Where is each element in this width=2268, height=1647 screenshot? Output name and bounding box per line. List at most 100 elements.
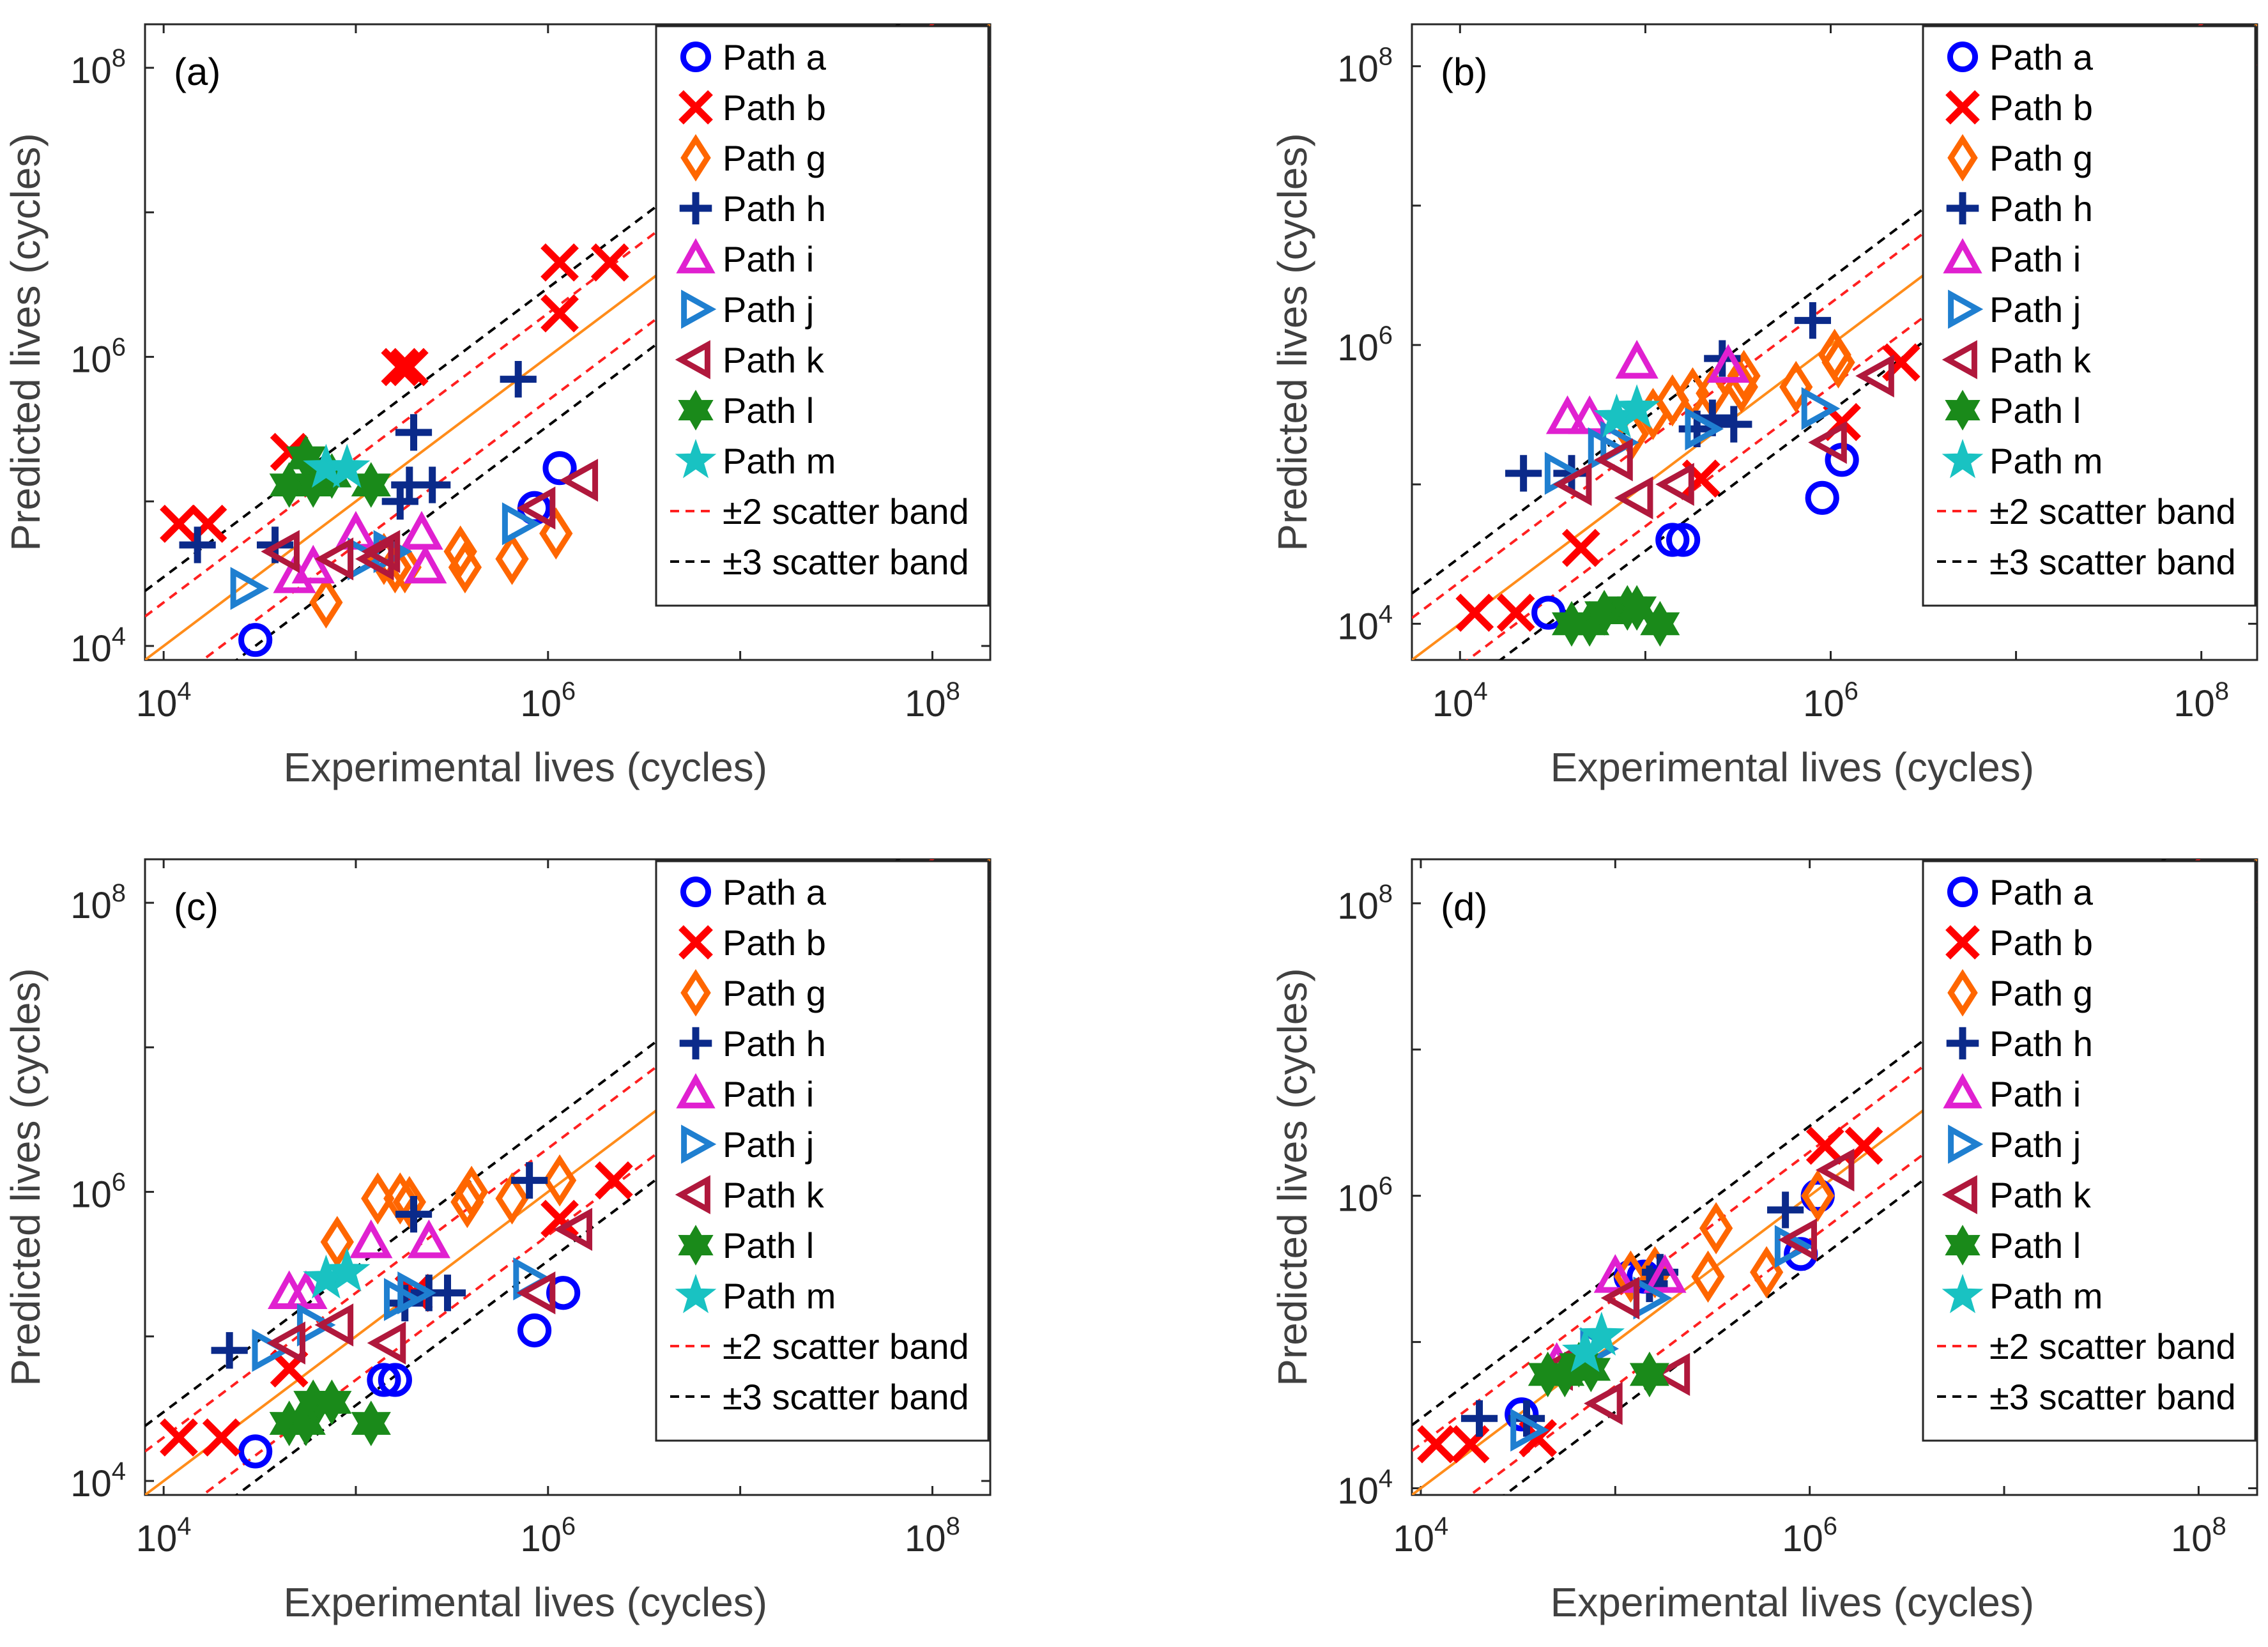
tick-exponent: 4 xyxy=(1379,600,1393,628)
data-point-path-b xyxy=(1805,1126,1844,1165)
y-tick-label: 106 xyxy=(70,1168,126,1216)
tick-base: 10 xyxy=(70,1174,112,1216)
tick-exponent: 4 xyxy=(1434,1512,1448,1540)
data-point-path-k xyxy=(1808,420,1847,464)
panel-label: (d) xyxy=(1441,885,1487,928)
tick-base: 10 xyxy=(2173,683,2215,724)
y-axis-label: Predicted lives (cycles) xyxy=(1269,133,1315,551)
data-point-path-g xyxy=(1821,336,1855,389)
data-point-path-g xyxy=(320,1216,354,1268)
data-point-path-h xyxy=(414,466,451,503)
data-point-path-k xyxy=(559,459,599,502)
data-point-path-g xyxy=(495,1172,529,1225)
legend-marker-path-j xyxy=(681,1124,717,1164)
y-tick-label: 104 xyxy=(70,1457,126,1505)
legend-marker-path-h xyxy=(1946,192,1979,225)
data-point-path-h xyxy=(1715,406,1752,443)
legend-label-path-a: Path a xyxy=(1989,37,2094,77)
legend-box xyxy=(655,860,990,1442)
y-axis-label: Predicted lives (cycles) xyxy=(3,968,49,1386)
legend-label-band-3: ±3 scatter band xyxy=(723,542,969,582)
data-point-path-k xyxy=(314,1303,354,1347)
data-point-path-h xyxy=(179,526,216,563)
data-point-path-k xyxy=(516,486,556,530)
data-point-path-i xyxy=(407,1219,450,1259)
legend-label-path-j: Path j xyxy=(723,1124,814,1165)
data-point-path-k xyxy=(261,530,300,573)
data-point-path-k xyxy=(1651,1352,1690,1397)
x-tick-label: 104 xyxy=(136,677,192,724)
legend-marker-path-m xyxy=(1942,1274,1984,1314)
data-point-path-b xyxy=(160,504,198,543)
data-points xyxy=(1455,302,1920,647)
x-tick-label: 108 xyxy=(905,1512,960,1559)
data-point-path-g xyxy=(542,1154,577,1207)
data-point-path-b xyxy=(540,294,579,333)
x-tick-label: 106 xyxy=(1782,1512,1837,1559)
y-tick-label: 104 xyxy=(1337,600,1393,647)
data-point-path-g xyxy=(1727,349,1761,402)
legend-marker-path-b xyxy=(1945,90,1980,125)
data-point-path-i xyxy=(1615,340,1659,379)
legend-label-path-b: Path b xyxy=(723,88,826,128)
legend-label-path-g: Path g xyxy=(1989,138,2093,178)
legend-marker-path-h xyxy=(679,1027,712,1060)
x-axis-label: Experimental lives (cycles) xyxy=(284,744,768,790)
legend: Path a Path b Path g Path h Path i Path j Path… xyxy=(655,860,990,1442)
data-point-path-b xyxy=(202,1418,241,1457)
legend-marker-path-a xyxy=(1947,41,1979,73)
data-point-path-b xyxy=(390,348,429,387)
data-point-path-a xyxy=(238,1434,273,1469)
data-point-path-h xyxy=(1505,455,1542,492)
tick-exponent: 6 xyxy=(1844,677,1858,705)
data-point-path-i xyxy=(273,554,316,594)
tick-exponent: 8 xyxy=(112,879,126,907)
x-tick-label: 108 xyxy=(2171,1512,2226,1559)
data-point-path-k xyxy=(266,1321,305,1365)
tick-base: 10 xyxy=(1337,49,1379,90)
x-tick-label: 106 xyxy=(520,677,576,724)
panel-label: (b) xyxy=(1441,50,1487,93)
tick-base: 10 xyxy=(1782,1518,1823,1559)
x-axis-label: Experimental lives (cycles) xyxy=(1551,744,2035,790)
legend-label-path-g: Path g xyxy=(1989,973,2093,1013)
legend-label-path-m: Path m xyxy=(1989,1276,2103,1316)
x-tick-label: 106 xyxy=(520,1512,576,1559)
y-tick-label: 106 xyxy=(70,333,126,381)
legend-marker-path-k xyxy=(1942,340,1977,379)
data-point-path-g xyxy=(443,525,477,578)
data-point-path-i xyxy=(1593,1253,1637,1293)
data-point-path-k xyxy=(1600,1276,1640,1320)
legend-label-path-k: Path k xyxy=(723,1175,825,1215)
legend-marker-path-l xyxy=(1945,390,1981,431)
legend-marker-path-b xyxy=(1945,925,1980,960)
legend-marker-path-a xyxy=(680,876,712,908)
data-point-path-b xyxy=(1561,528,1600,567)
legend-box xyxy=(1922,860,2257,1442)
data-point-path-g xyxy=(1801,1169,1835,1222)
legend-label-path-l: Path l xyxy=(1989,390,2081,431)
legend-marker-path-a xyxy=(680,41,712,73)
data-point-path-k xyxy=(553,1207,593,1251)
legend-label-path-b: Path b xyxy=(1989,923,2093,963)
y-tick-label: 106 xyxy=(1337,321,1393,369)
legend-label-path-i: Path i xyxy=(723,239,814,279)
tick-base: 10 xyxy=(905,1518,946,1559)
legend-marker-path-h xyxy=(679,192,712,225)
data-point-path-i xyxy=(400,510,443,550)
data-point-path-g xyxy=(361,1172,395,1225)
tick-base: 10 xyxy=(1337,1471,1379,1512)
data-points xyxy=(160,243,629,657)
data-point-path-m xyxy=(1613,384,1660,429)
data-points xyxy=(1417,1126,1883,1464)
data-point-path-b xyxy=(1496,594,1535,632)
legend-label-path-g: Path g xyxy=(723,138,826,178)
data-point-path-a xyxy=(1666,523,1701,557)
legend-marker-path-k xyxy=(675,340,710,379)
data-point-path-a xyxy=(367,1363,401,1397)
y-tick-label: 108 xyxy=(1337,43,1393,90)
legend-label-path-b: Path b xyxy=(723,923,826,963)
data-point-path-j xyxy=(1685,407,1724,451)
